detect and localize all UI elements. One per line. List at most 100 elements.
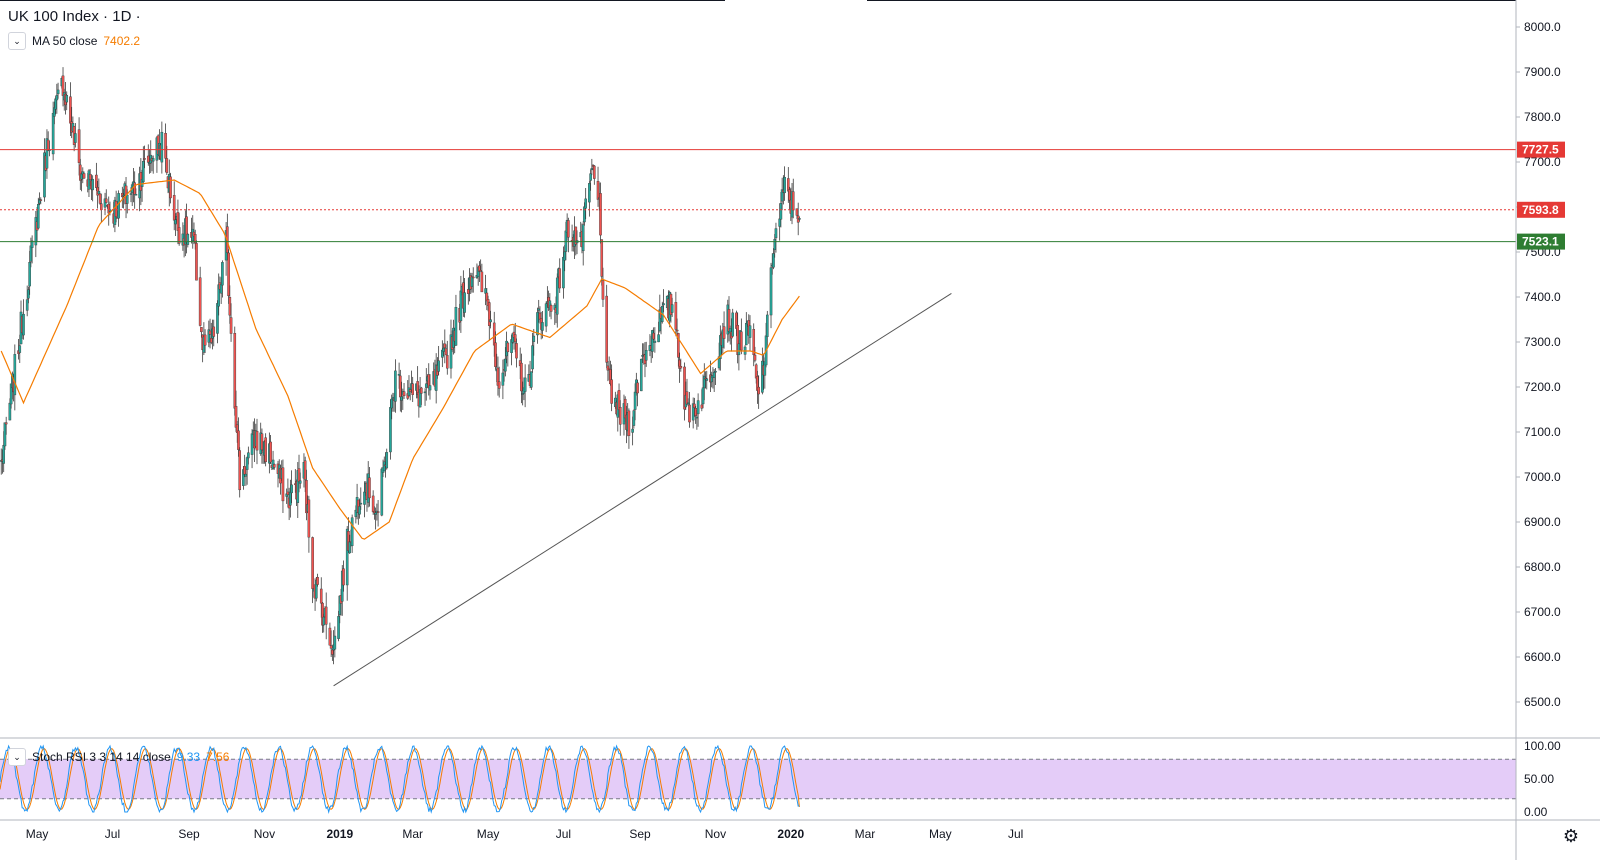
stoch-rsi-pane[interactable] [0, 737, 1600, 814]
candle [489, 319, 492, 323]
candle [363, 491, 366, 505]
candle [705, 378, 709, 381]
candle [125, 194, 129, 204]
price-level-label: 7727.5 [1522, 143, 1559, 157]
stoch-tick-label: 0.00 [1524, 805, 1548, 819]
candle [229, 317, 233, 334]
candle [558, 268, 562, 289]
candle [244, 473, 248, 477]
candle [319, 588, 323, 604]
candle [479, 270, 482, 272]
candle [674, 302, 678, 330]
price-tick-label: 7700.0 [1524, 155, 1561, 169]
price-axis[interactable]: 6500.0 6600.0 6700.0 6800.0 6900.0 7000.0 7100… [1515, 0, 1565, 860]
candle [617, 390, 621, 410]
candle [581, 224, 585, 252]
candle [227, 252, 230, 297]
candle [584, 198, 587, 209]
candle [424, 383, 428, 388]
candle [397, 373, 401, 376]
candle [298, 480, 302, 484]
candle [260, 433, 264, 451]
chevron-down-icon[interactable]: ⌄ [8, 748, 26, 766]
ma-legend[interactable]: ⌄ MA 50 close 7402.2 [8, 32, 140, 50]
candle [359, 502, 363, 505]
time-tick-label: Jul [1008, 827, 1023, 841]
candle [454, 307, 458, 346]
stoch-tick-label: 100.00 [1524, 739, 1561, 753]
candle [8, 402, 12, 421]
candle [536, 312, 539, 336]
candle [437, 360, 440, 372]
candle [443, 343, 447, 348]
candle [97, 190, 101, 195]
candle [165, 158, 169, 173]
gear-icon[interactable]: ⚙ [1562, 825, 1580, 846]
candle [238, 450, 242, 491]
price-tick-label: 6700.0 [1524, 605, 1561, 619]
candle [142, 161, 145, 183]
candle [247, 452, 250, 459]
trend-line[interactable] [333, 292, 952, 687]
candle [4, 422, 8, 425]
candle [492, 322, 496, 346]
candle [636, 382, 639, 394]
candle [56, 89, 60, 95]
stoch-tick-label: 50.00 [1524, 772, 1554, 786]
candle [766, 314, 769, 337]
candle [487, 302, 491, 326]
candle [212, 326, 216, 337]
price-pane[interactable] [0, 0, 1516, 687]
symbol-legend[interactable]: UK 100 Index · 1D · [8, 8, 141, 25]
candle [394, 370, 397, 402]
candle [374, 512, 377, 515]
price-level-tag [1517, 233, 1565, 250]
price-tick-label: 6600.0 [1524, 650, 1561, 664]
candle [731, 312, 735, 337]
candle [348, 541, 351, 554]
candle [281, 467, 285, 502]
price-tick-label: 7100.0 [1524, 425, 1561, 439]
candle [677, 333, 680, 358]
candle [22, 313, 25, 336]
candle [515, 343, 518, 359]
candle [350, 517, 354, 547]
candle [544, 303, 548, 327]
candle [445, 355, 449, 369]
candle [100, 203, 103, 211]
candle [610, 379, 613, 404]
candle [772, 253, 775, 268]
candle [774, 228, 778, 239]
candle [470, 276, 474, 287]
time-axis[interactable]: May Jul Sep Nov 2019 Mar May Jul Sep Nov 2020 Mar Ma… [0, 819, 1600, 841]
candle [688, 404, 691, 423]
candle [769, 267, 773, 316]
candle [331, 649, 334, 655]
candle [114, 200, 118, 217]
time-tick-label: Sep [178, 827, 200, 841]
candle [588, 183, 591, 203]
candle [3, 422, 7, 447]
candle [74, 133, 77, 143]
candle [233, 333, 237, 409]
stoch-legend[interactable]: ⌄ Stoch RSI 3 3 14 14 close 9.33 7.56 [8, 748, 229, 766]
candle [600, 239, 604, 277]
time-tick-label: 2019 [326, 827, 353, 841]
candle [463, 292, 466, 313]
candle [46, 139, 50, 151]
candle [322, 616, 326, 626]
candle [497, 381, 501, 389]
candle [385, 452, 389, 469]
candle [520, 362, 523, 392]
chevron-down-icon[interactable]: ⌄ [8, 32, 26, 50]
candle [45, 138, 49, 169]
candle [420, 387, 423, 394]
candle [753, 354, 757, 361]
candle [219, 283, 223, 294]
candle [133, 182, 136, 195]
candle [714, 370, 717, 373]
candle [783, 176, 786, 194]
candle [390, 398, 393, 409]
candle [200, 327, 203, 333]
